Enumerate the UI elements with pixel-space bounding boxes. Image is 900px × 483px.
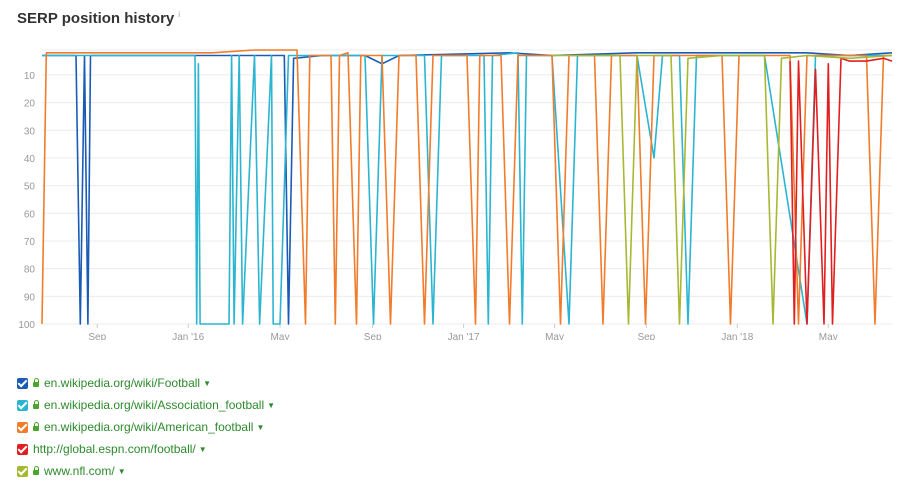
x-tick-label: Jan '18 [721, 332, 753, 340]
dropdown-caret-icon[interactable]: ▼ [256, 422, 265, 432]
legend: en.wikipedia.org/wiki/Football ▼ en.wiki… [17, 372, 275, 482]
series-checkbox[interactable] [17, 443, 28, 455]
y-tick-label: 60 [24, 209, 36, 220]
y-tick-label: 100 [18, 320, 35, 331]
serp-chart: 10 20 30 40 50 60 70 80 90 100 Sep Jan '16 May Sep Jan… [18, 49, 893, 340]
dropdown-caret-icon[interactable]: ▼ [267, 400, 276, 410]
series-checkbox[interactable] [17, 377, 28, 389]
legend-item[interactable]: en.wikipedia.org/wiki/Football ▼ [17, 372, 275, 394]
x-tick-label: Sep [88, 332, 106, 340]
lock-icon [33, 466, 39, 475]
x-tick-label: May [545, 332, 564, 340]
dropdown-caret-icon[interactable]: ▼ [117, 466, 126, 476]
x-tick-label: May [819, 332, 838, 340]
dropdown-caret-icon[interactable]: ▼ [203, 378, 211, 388]
lock-icon [33, 378, 39, 387]
legend-item[interactable]: en.wikipedia.org/wiki/American_football … [17, 416, 275, 438]
y-tick-label: 30 [24, 126, 36, 137]
legend-url[interactable]: www.nfl.com/ [44, 464, 115, 478]
legend-item[interactable]: www.nfl.com/ ▼ [17, 460, 275, 482]
series-line[interactable] [552, 54, 893, 325]
y-tick-label: 40 [24, 154, 36, 165]
series-checkbox[interactable] [17, 399, 28, 411]
x-tick-label: Jan '16 [172, 332, 204, 340]
dropdown-caret-icon[interactable]: ▼ [198, 444, 207, 454]
series-checkbox[interactable] [17, 465, 28, 477]
x-tick-label: Sep [364, 332, 382, 340]
lock-icon [33, 422, 39, 431]
legend-url[interactable]: http://global.espn.com/football/ [33, 442, 196, 456]
series-line[interactable] [42, 51, 893, 325]
legend-item[interactable]: en.wikipedia.org/wiki/Association_footba… [17, 394, 275, 416]
series-line[interactable] [42, 51, 892, 325]
chart-title: SERP position history i [17, 10, 180, 27]
y-tick-label: 10 [24, 71, 36, 82]
y-tick-label: 20 [24, 99, 36, 110]
y-tick-label: 70 [24, 237, 36, 248]
legend-item[interactable]: http://global.espn.com/football/ ▼ [17, 438, 275, 460]
x-tick-label: Jan '17 [448, 332, 480, 340]
series-line[interactable] [41, 49, 892, 325]
x-tick-label: May [271, 332, 290, 340]
series-checkbox[interactable] [17, 421, 28, 433]
chart-title-text: SERP position history [17, 10, 175, 27]
legend-url[interactable]: en.wikipedia.org/wiki/Association_footba… [44, 398, 265, 412]
y-tick-label: 80 [24, 265, 36, 276]
x-tick-label: Sep [637, 332, 655, 340]
y-tick-label: 50 [24, 182, 36, 193]
legend-url[interactable]: en.wikipedia.org/wiki/American_football [44, 420, 254, 434]
legend-url[interactable]: en.wikipedia.org/wiki/Football [44, 376, 201, 390]
series-line[interactable] [789, 57, 893, 325]
info-icon[interactable]: i [178, 10, 181, 19]
y-tick-label: 90 [24, 292, 36, 303]
lock-icon [33, 400, 39, 409]
